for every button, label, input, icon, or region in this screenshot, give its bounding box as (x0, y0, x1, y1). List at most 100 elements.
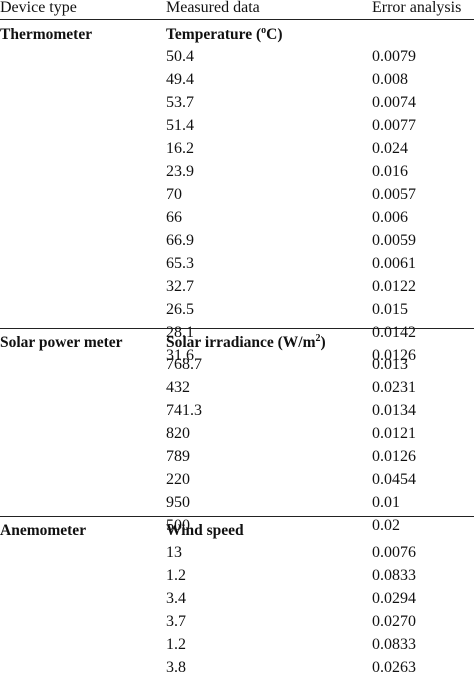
header-error-analysis: Error analysis (372, 0, 462, 16)
measured-value: 49.4 (166, 71, 194, 88)
error-value: 0.0061 (372, 255, 416, 272)
error-value: 0.0077 (372, 117, 416, 134)
error-value: 0.0142 (372, 324, 416, 341)
measured-value: 789 (166, 448, 190, 465)
measured-value: 66.9 (166, 232, 194, 249)
table-row: 50.4 0.0079 (0, 48, 474, 69)
error-value: 0.0079 (372, 48, 416, 65)
measured-value: 950 (166, 494, 190, 511)
measured-value: 65.3 (166, 255, 194, 272)
header-measured-data: Measured data (166, 0, 260, 16)
quantity-text: Temperature ( (166, 26, 262, 43)
error-value: 0.0121 (372, 425, 416, 442)
measured-value: 741.3 (166, 402, 202, 419)
error-value: 0.02 (372, 517, 400, 534)
section-rule (0, 328, 474, 329)
error-value: 0.0126 (372, 347, 416, 364)
table-row: 500 0.02 (0, 517, 474, 538)
quantity-superscript: 2 (315, 332, 321, 344)
measured-value: 1.2 (166, 567, 186, 584)
error-value: 0.0263 (372, 659, 416, 676)
error-value: 0.0134 (372, 402, 416, 419)
table-row: 1.2 0.0833 (0, 567, 474, 588)
table-row: 768.7 0.013 (0, 356, 474, 377)
device-name: Thermometer (0, 26, 93, 43)
quantity-tail: C) (266, 26, 283, 43)
measured-value: 1.2 (166, 636, 186, 653)
error-value: 0.0059 (372, 232, 416, 249)
table-header: Device type Measured data Error analysis (0, 0, 474, 20)
measured-value: 53.7 (166, 94, 194, 111)
measured-value: 66 (166, 209, 182, 226)
table-row: 3.8 0.0263 (0, 659, 474, 680)
table-row: 26.5 0.015 (0, 301, 474, 322)
error-value: 0.015 (372, 301, 408, 318)
quantity-tail: ) (320, 334, 326, 351)
table-row: 741.3 0.0134 (0, 402, 474, 423)
error-value: 0.016 (372, 163, 408, 180)
measured-value: 500 (166, 517, 190, 534)
table-row: 23.9 0.016 (0, 163, 474, 184)
quantity-label: Wind speed (166, 522, 244, 540)
quantity-text: Wind speed (166, 522, 244, 539)
table-row: 51.4 0.0077 (0, 117, 474, 138)
table-row: 70 0.0057 (0, 186, 474, 207)
table-row: 220 0.0454 (0, 471, 474, 492)
error-value: 0.0074 (372, 94, 416, 111)
table-row: 49.4 0.008 (0, 71, 474, 92)
measured-value: 3.8 (166, 659, 186, 676)
quantity-text: Solar irradiance (W/m (166, 334, 316, 351)
measured-value: 23.9 (166, 163, 194, 180)
device-name: Anemometer (0, 522, 87, 539)
table-row: 789 0.0126 (0, 448, 474, 469)
error-value: 0.0057 (372, 186, 416, 203)
error-value: 0.024 (372, 140, 408, 157)
quantity-label: Solar irradiance (W/m2) (166, 332, 326, 352)
table-row: 950 0.01 (0, 494, 474, 515)
quantity-label: Temperature (oC) (166, 24, 283, 44)
error-value: 0.0833 (372, 567, 416, 584)
measured-value: 768.7 (166, 356, 202, 373)
error-value: 0.01 (372, 494, 400, 511)
error-value: 0.006 (372, 209, 408, 226)
table-row: 31.6 0.0126 (0, 347, 474, 368)
measured-value: 32.7 (166, 278, 194, 295)
error-value: 0.0294 (372, 590, 416, 607)
measured-value: 3.7 (166, 613, 186, 630)
error-value: 0.0270 (372, 613, 416, 630)
table-row: 3.7 0.0270 (0, 613, 474, 634)
table-row: 432 0.0231 (0, 379, 474, 400)
table-row: 13 0.0076 (0, 544, 474, 565)
measured-value: 26.5 (166, 301, 194, 318)
header-rule (0, 19, 474, 20)
measured-value: 820 (166, 425, 190, 442)
measured-value: 16.2 (166, 140, 194, 157)
table-row: 53.7 0.0074 (0, 94, 474, 115)
measured-value: 51.4 (166, 117, 194, 134)
measured-value: 70 (166, 186, 182, 203)
measured-value: 31.6 (166, 347, 194, 364)
table-row: 3.4 0.0294 (0, 590, 474, 611)
error-value: 0.013 (372, 356, 408, 373)
header-device-type: Device type (0, 0, 77, 16)
section-rule (0, 516, 474, 517)
error-value: 0.0231 (372, 379, 416, 396)
error-value: 0.008 (372, 71, 408, 88)
measured-value: 3.4 (166, 590, 186, 607)
error-value: 0.0454 (372, 471, 416, 488)
error-value: 0.0076 (372, 544, 416, 561)
error-value: 0.0126 (372, 448, 416, 465)
measured-value: 13 (166, 544, 182, 561)
device-name: Solar power meter (0, 334, 123, 351)
measured-value: 50.4 (166, 48, 194, 65)
table-row: 820 0.0121 (0, 425, 474, 446)
error-value: 0.0122 (372, 278, 416, 295)
error-value: 0.0833 (372, 636, 416, 653)
measured-value: 220 (166, 471, 190, 488)
measured-value: 432 (166, 379, 190, 396)
quantity-superscript: o (261, 24, 267, 36)
table-row: 65.3 0.0061 (0, 255, 474, 276)
table-row: 66 0.006 (0, 209, 474, 230)
table-row: 16.2 0.024 (0, 140, 474, 161)
